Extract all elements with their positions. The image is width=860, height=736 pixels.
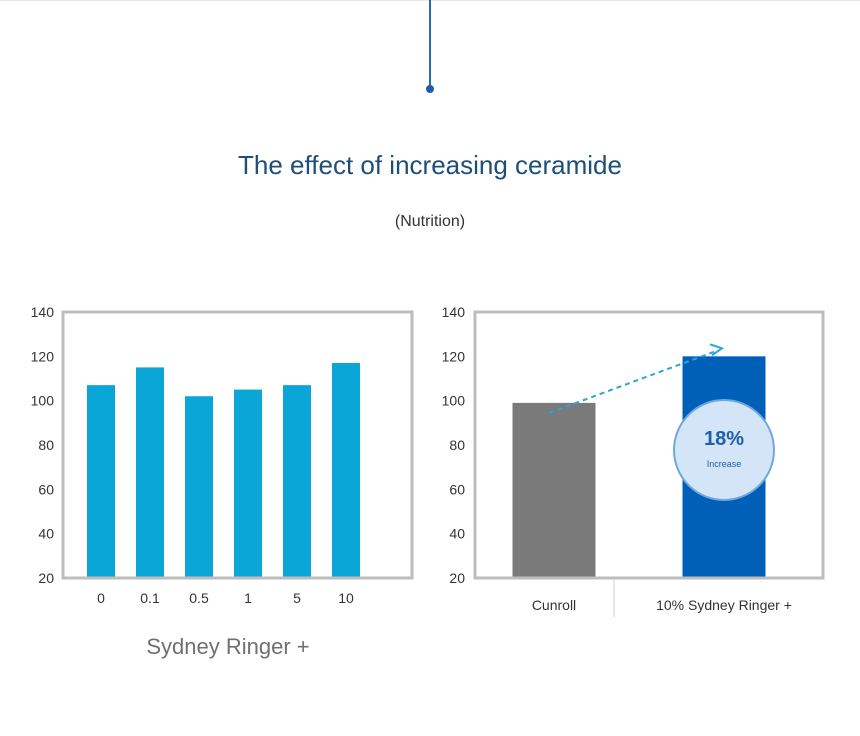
y-tick-label: 40 [38,526,54,542]
bar [283,385,311,577]
x-tick-label: 5 [293,590,301,606]
y-tick-label: 140 [31,304,55,320]
y-tick-label: 80 [38,437,54,453]
bar [87,385,115,577]
page-subtitle: (Nutrition) [394,213,466,230]
bar [512,402,596,577]
left-chart-xlabel: Sydney Ringer + [146,634,310,659]
y-tick-label: 120 [442,348,466,364]
page-title: The effect of increasing ceramide [238,150,622,180]
increase-badge [673,399,775,501]
x-tick-label: 10 [338,590,354,606]
bar [234,389,262,577]
badge-value: 18% [704,428,744,450]
decorative-dot [426,85,434,93]
increase-arrow [548,349,719,414]
x-tick-label: 1 [244,590,252,606]
x-tick-label: 10% Sydney Ringer + [656,597,792,613]
x-tick-label: 0.1 [140,590,160,606]
x-tick-label: Cunroll [532,597,576,613]
arrow-head [709,343,725,357]
badge-label: Increase [707,459,742,469]
y-tick-label: 60 [38,481,54,497]
y-tick-label: 100 [442,393,466,409]
y-tick-label: 20 [449,570,465,586]
decorative-vertical-line [429,0,431,88]
bar [185,396,213,577]
x-tick-label: 0.5 [189,590,209,606]
y-tick-label: 20 [38,570,54,586]
chart-frame [473,310,825,580]
bar [332,362,360,577]
x-tick-label: 0 [97,590,105,606]
y-tick-label: 60 [449,481,465,497]
y-tick-label: 40 [449,526,465,542]
y-tick-label: 80 [449,437,465,453]
y-tick-label: 120 [31,348,55,364]
chart-frame [61,310,414,580]
bar [136,367,164,577]
y-tick-label: 140 [442,304,466,320]
y-tick-label: 100 [31,393,55,409]
